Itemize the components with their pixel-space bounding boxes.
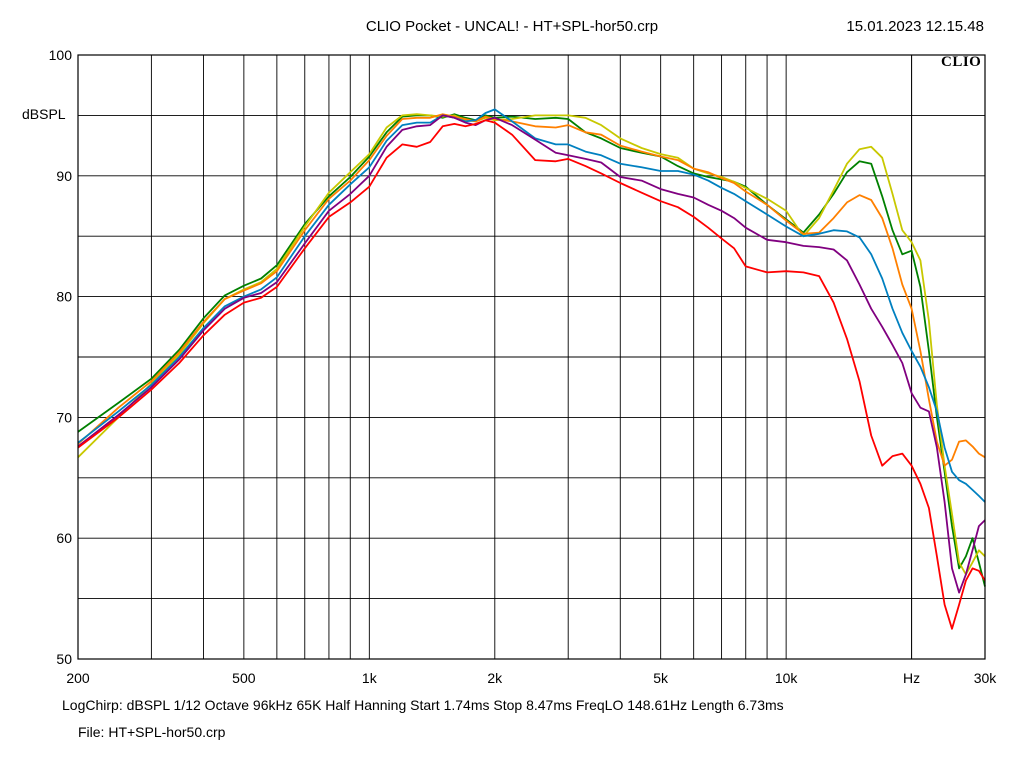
series-line-2 (77, 113, 986, 576)
series-line-1 (77, 113, 986, 587)
x-tick-label: 10k (775, 670, 799, 686)
y-axis-unit: dBSPL (22, 106, 66, 122)
y-tick-labels: 100 90 80 70 60 50 (49, 47, 73, 667)
x-tick-label: 200 (66, 670, 90, 686)
chart-series-group (77, 108, 986, 630)
y-tick-label: 100 (49, 47, 73, 63)
file-name: File: HT+SPL-hor50.crp (78, 724, 226, 740)
measurement-info: LogChirp: dBSPL 1/12 Octave 96kHz 65K Ha… (62, 697, 784, 713)
series-line-5 (77, 114, 986, 594)
y-tick-label: 80 (56, 289, 72, 305)
y-tick-label: 70 (56, 409, 72, 425)
x-tick-label: 1k (362, 670, 378, 686)
timestamp: 15.01.2023 12.15.48 (846, 18, 984, 35)
x-tick-labels: 200 500 1k 2k 5k 10k 30k (66, 670, 997, 686)
y-tick-label: 60 (56, 530, 72, 546)
x-axis-unit: Hz (903, 670, 920, 686)
chart-grid (78, 55, 985, 659)
clio-logo: CLIO (941, 54, 982, 70)
plot-frame (77, 54, 986, 660)
series-line-4 (77, 108, 986, 503)
x-tick-label: 2k (487, 670, 503, 686)
x-tick-label: 30k (974, 670, 998, 686)
x-tick-label: 500 (232, 670, 256, 686)
y-tick-label: 50 (56, 651, 72, 667)
series-line-6 (77, 119, 986, 630)
y-tick-label: 90 (56, 168, 72, 184)
series-line-3 (77, 113, 986, 467)
x-tick-label: 5k (653, 670, 669, 686)
chart-title: CLIO Pocket - UNCAL! - HT+SPL-hor50.crp (365, 18, 659, 35)
